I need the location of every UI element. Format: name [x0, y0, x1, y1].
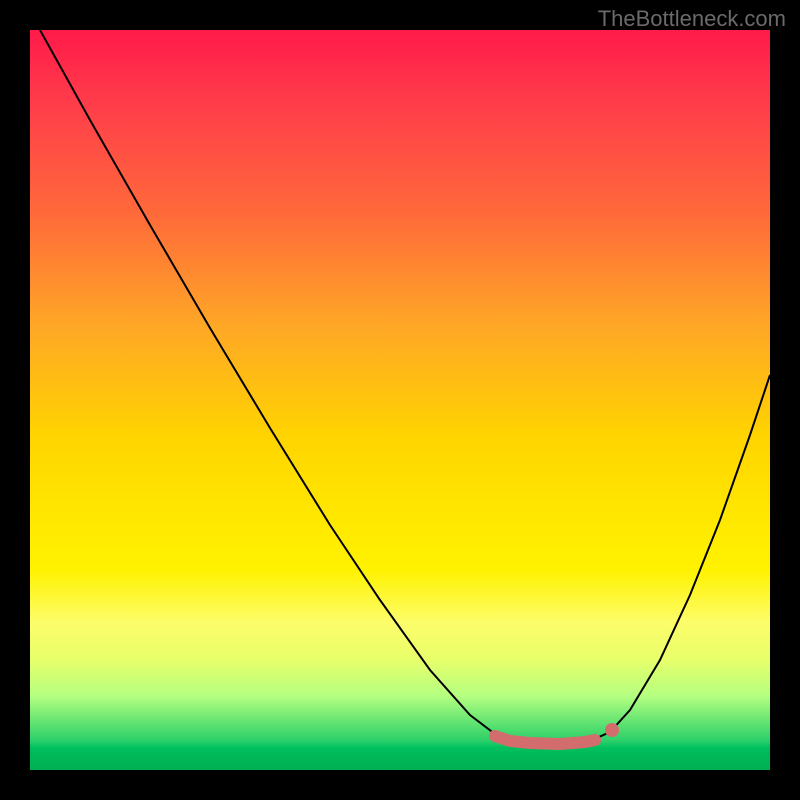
watermark-text: TheBottleneck.com — [598, 6, 786, 32]
curve-svg — [30, 30, 770, 770]
bottleneck-curve — [40, 30, 770, 744]
plot-area — [30, 30, 770, 770]
highlight-end-dot — [605, 723, 619, 737]
highlight-segment — [495, 736, 595, 744]
